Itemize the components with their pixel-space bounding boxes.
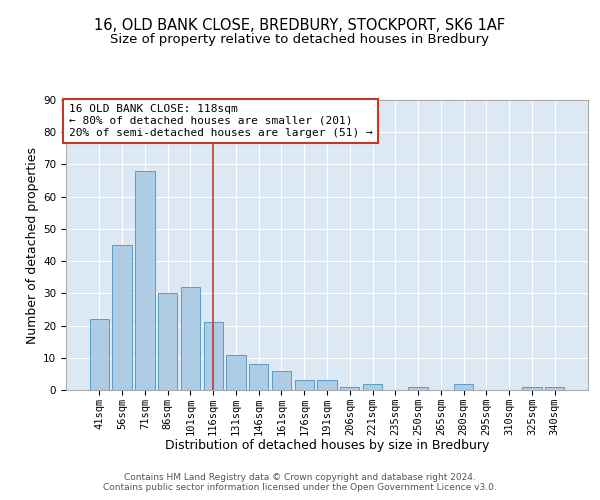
Bar (340, 387, 359, 390)
Y-axis label: Number of detached properties: Number of detached properties (26, 146, 39, 344)
Bar (158, 294, 178, 390)
Bar (454, 384, 473, 390)
Text: 16 OLD BANK CLOSE: 118sqm
← 80% of detached houses are smaller (201)
20% of semi: 16 OLD BANK CLOSE: 118sqm ← 80% of detac… (68, 104, 373, 138)
Bar (112, 245, 132, 390)
Bar (203, 322, 223, 390)
Bar (272, 370, 291, 390)
Bar (317, 380, 337, 390)
Text: Contains HM Land Registry data © Crown copyright and database right 2024.
Contai: Contains HM Land Registry data © Crown c… (103, 473, 497, 492)
Text: 16, OLD BANK CLOSE, BREDBURY, STOCKPORT, SK6 1AF: 16, OLD BANK CLOSE, BREDBURY, STOCKPORT,… (94, 18, 506, 32)
Bar (363, 384, 382, 390)
Text: Size of property relative to detached houses in Bredbury: Size of property relative to detached ho… (110, 32, 490, 46)
X-axis label: Distribution of detached houses by size in Bredbury: Distribution of detached houses by size … (165, 440, 489, 452)
Bar (295, 380, 314, 390)
Bar (522, 387, 542, 390)
Bar (135, 171, 155, 390)
Bar (249, 364, 268, 390)
Bar (545, 387, 564, 390)
Bar (181, 287, 200, 390)
Bar (409, 387, 428, 390)
Bar (90, 319, 109, 390)
Bar (226, 354, 245, 390)
